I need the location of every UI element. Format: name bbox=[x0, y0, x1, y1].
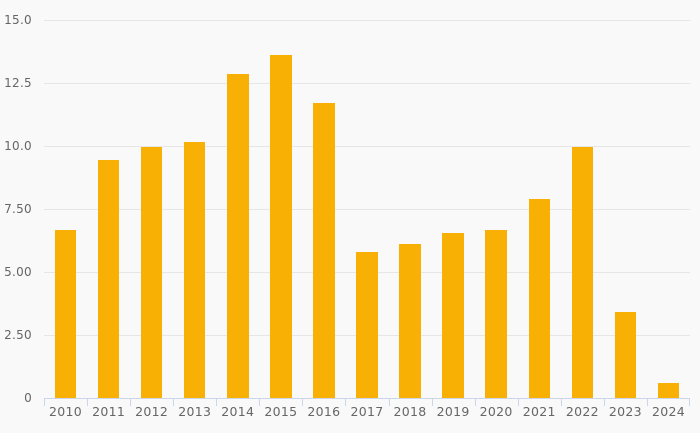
bar-2016[interactable] bbox=[313, 103, 335, 398]
x-axis-label-2020: 2020 bbox=[479, 404, 513, 419]
y-axis-label: 7.50 bbox=[4, 202, 32, 216]
gridline bbox=[44, 83, 690, 84]
x-axis-label-2012: 2012 bbox=[135, 404, 169, 419]
x-axis-label-2014: 2014 bbox=[221, 404, 255, 419]
bar-2018[interactable] bbox=[399, 244, 421, 398]
x-axis-tick bbox=[345, 398, 347, 406]
y-axis-label: 12.5 bbox=[4, 76, 32, 90]
x-axis-label-2018: 2018 bbox=[393, 404, 427, 419]
x-axis-tick bbox=[603, 398, 605, 406]
x-axis-tick bbox=[173, 398, 175, 406]
bar-2023[interactable] bbox=[614, 312, 637, 398]
bar-2010[interactable] bbox=[54, 230, 77, 398]
x-axis-label-2021: 2021 bbox=[522, 404, 556, 419]
y-axis-label: 15.0 bbox=[4, 13, 32, 27]
gridline bbox=[44, 20, 690, 21]
x-axis-label-2022: 2022 bbox=[565, 404, 599, 419]
x-axis-tick bbox=[560, 398, 562, 406]
y-axis-label: 0 bbox=[24, 391, 32, 405]
bar-2013[interactable] bbox=[183, 142, 206, 398]
bar-2020[interactable] bbox=[485, 230, 507, 398]
bar-2024[interactable] bbox=[657, 382, 680, 398]
x-axis-label-2016: 2016 bbox=[307, 404, 341, 419]
y-axis-label: 5.00 bbox=[4, 265, 32, 279]
x-axis-label-2015: 2015 bbox=[264, 404, 298, 419]
x-axis-label-2017: 2017 bbox=[350, 404, 384, 419]
bar-2014[interactable] bbox=[227, 74, 249, 398]
gridline bbox=[44, 146, 690, 147]
x-axis-label-2011: 2011 bbox=[92, 404, 126, 419]
x-axis-label-2010: 2010 bbox=[49, 404, 83, 419]
gridline bbox=[44, 209, 690, 210]
x-axis-tick bbox=[689, 398, 690, 406]
x-axis-label-2023: 2023 bbox=[608, 404, 642, 419]
x-axis-label-2019: 2019 bbox=[436, 404, 470, 419]
y-axis-label: 10.0 bbox=[4, 139, 32, 153]
x-axis-tick bbox=[259, 398, 261, 406]
x-axis-tick bbox=[302, 398, 304, 406]
bar-2017[interactable] bbox=[356, 251, 378, 398]
x-axis-tick bbox=[431, 398, 433, 406]
bar-2022[interactable] bbox=[571, 147, 594, 398]
x-axis-tick bbox=[216, 398, 218, 406]
x-axis-label-2024: 2024 bbox=[651, 404, 685, 419]
x-axis-tick bbox=[474, 398, 476, 406]
x-axis-tick bbox=[646, 398, 648, 406]
x-axis-tick bbox=[87, 398, 89, 406]
x-axis-tick bbox=[388, 398, 390, 406]
plot-area bbox=[44, 20, 690, 406]
x-axis-tick bbox=[517, 398, 519, 406]
bar-2012[interactable] bbox=[140, 147, 163, 398]
bar-2019[interactable] bbox=[442, 232, 464, 398]
y-axis-label: 2.50 bbox=[4, 328, 32, 342]
bar-2021[interactable] bbox=[528, 198, 551, 398]
x-axis-tick bbox=[44, 398, 45, 406]
x-axis-label-2013: 2013 bbox=[178, 404, 212, 419]
x-axis-tick bbox=[130, 398, 132, 406]
x-axis-line bbox=[44, 398, 690, 399]
bar-2011[interactable] bbox=[97, 159, 120, 398]
bar-2015[interactable] bbox=[270, 55, 292, 398]
